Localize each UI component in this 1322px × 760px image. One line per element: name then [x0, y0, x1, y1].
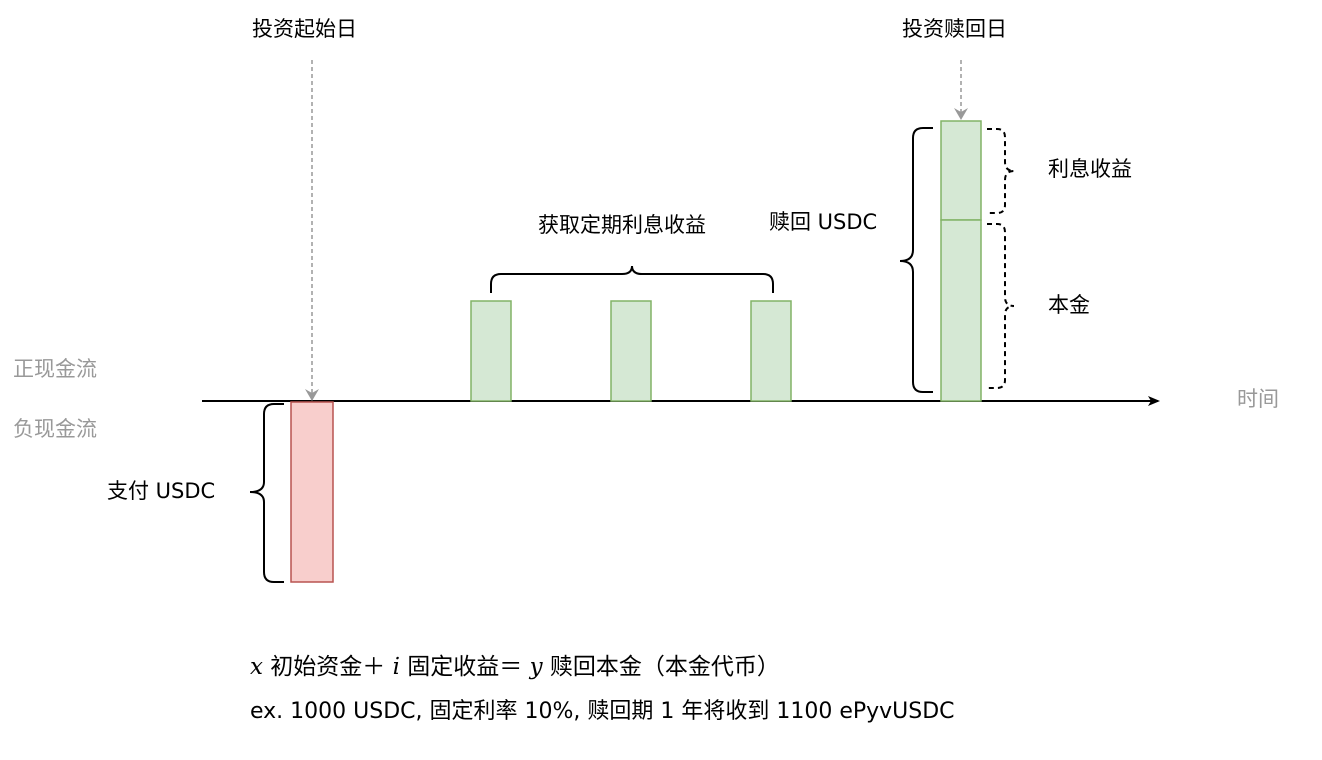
time-label: 时间 — [1237, 387, 1279, 411]
example-line: ex. 1000 USDC, 固定利率 10%, 赎回期 1 年将收到 1100… — [250, 699, 955, 724]
formula-y-text: 赎回本金（本金代币） — [549, 654, 780, 680]
formula-i-text: 固定收益＝ — [407, 654, 523, 680]
redeem-day-label: 投资赎回日 — [902, 17, 1007, 41]
formula-y: y — [529, 654, 543, 680]
principal-brace — [987, 223, 1015, 389]
principal-label: 本金 — [1048, 293, 1090, 317]
start-day-label: 投资起始日 — [252, 17, 357, 41]
formula-x: x — [250, 654, 263, 680]
redeem-principal-bar — [940, 219, 982, 402]
start-day-pointer-head — [305, 389, 319, 401]
interest-bar-2 — [610, 300, 652, 402]
interest-income-brace — [987, 128, 1015, 214]
interest-bar-1 — [470, 300, 512, 402]
formula-line: x 初始资金＋ i 固定收益＝ y 赎回本金（本金代币） — [250, 656, 780, 679]
interest-bar-3 — [750, 300, 792, 402]
pay-usdc-brace — [249, 403, 284, 583]
redeem-interest-bar — [940, 120, 982, 221]
redeem-day-pointer-head — [954, 108, 968, 120]
redeem-usdc-label: 赎回 USDC — [769, 210, 878, 234]
periodic-interest-label: 获取定期利息收益 — [538, 213, 706, 237]
positive-cashflow-label: 正现金流 — [13, 357, 97, 381]
pay-usdc-label: 支付 USDC — [107, 479, 216, 503]
formula-i: i — [392, 654, 400, 680]
formula-x-text: 初始资金＋ — [270, 654, 386, 680]
outflow-bar — [290, 401, 334, 583]
interest-income-label: 利息收益 — [1048, 157, 1132, 181]
periodic-interest-brace — [490, 265, 774, 293]
redeem-usdc-brace — [899, 127, 933, 393]
negative-cashflow-label: 负现金流 — [13, 417, 97, 441]
